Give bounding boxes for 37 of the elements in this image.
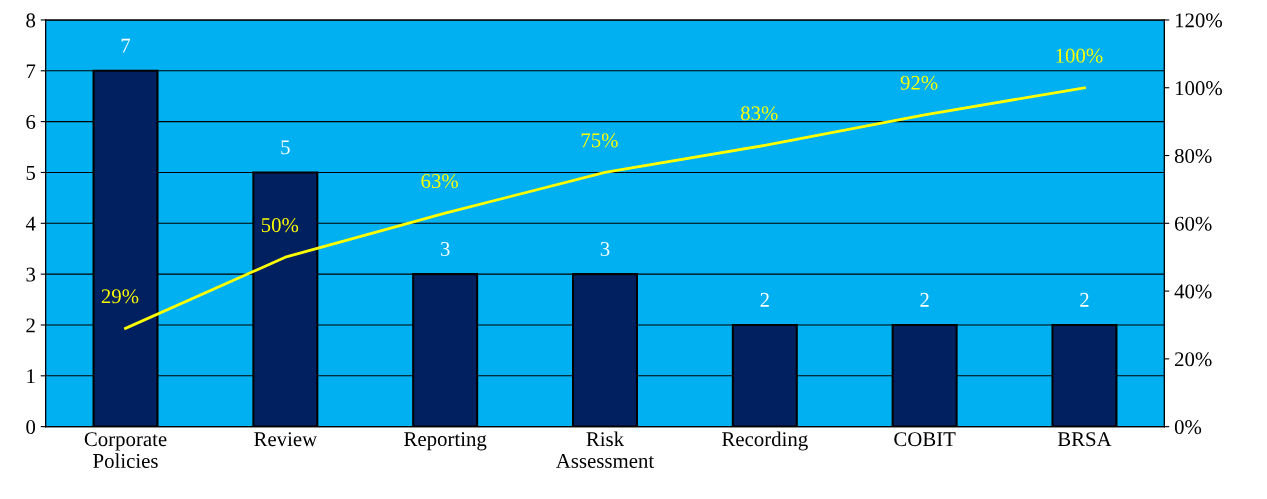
data-label: 75%	[581, 133, 618, 148]
y-tick-label: 3	[26, 267, 36, 282]
data-label: 3	[600, 242, 610, 257]
y2-tick-label: 40%	[1174, 284, 1212, 299]
y-tick-label: 5	[26, 166, 36, 180]
y2-tick-label: 80%	[1174, 148, 1212, 164]
x-tick-label: Recording	[722, 431, 808, 451]
y-tick-label: 1	[27, 369, 35, 384]
data-label: 63%	[421, 174, 458, 189]
x-tick-label: Reporting	[404, 432, 487, 451]
data-label: 100%	[1056, 48, 1103, 63]
data-label: 3	[440, 242, 450, 257]
y-tick-label: 2	[26, 318, 35, 333]
data-label: 2	[920, 292, 929, 307]
y2-tick-label: 60%	[1174, 216, 1212, 231]
x-tick-label: COBIT	[894, 432, 956, 447]
data-label: 29%	[101, 289, 139, 304]
x-tick-label: Corporate Policies	[84, 432, 167, 468]
data-label: 2	[760, 292, 769, 307]
y2-tick-label: 120%	[1175, 13, 1222, 28]
data-label: 2	[1080, 292, 1089, 307]
y2-tick-label: 20%	[1175, 352, 1212, 367]
y2-tick-label: 0%	[1174, 420, 1202, 435]
y-tick-label: 6	[26, 115, 36, 130]
x-tick-label: Review	[254, 432, 318, 447]
data-label: 83%	[740, 106, 778, 121]
y-tick-label: 0	[26, 420, 36, 435]
data-label: 5	[281, 140, 290, 155]
x-tick-label: BRSA	[1057, 432, 1112, 447]
data-label: 7	[121, 38, 131, 53]
y-tick-label: 4	[25, 216, 36, 231]
data-label: 50%	[261, 218, 299, 233]
x-tick-label: Risk Assessment	[556, 431, 655, 468]
y-tick-label: 7	[26, 64, 36, 79]
y-tick-label: 8	[26, 13, 36, 28]
y2-tick-label: 100%	[1175, 81, 1222, 96]
data-label: 92%	[900, 75, 938, 90]
